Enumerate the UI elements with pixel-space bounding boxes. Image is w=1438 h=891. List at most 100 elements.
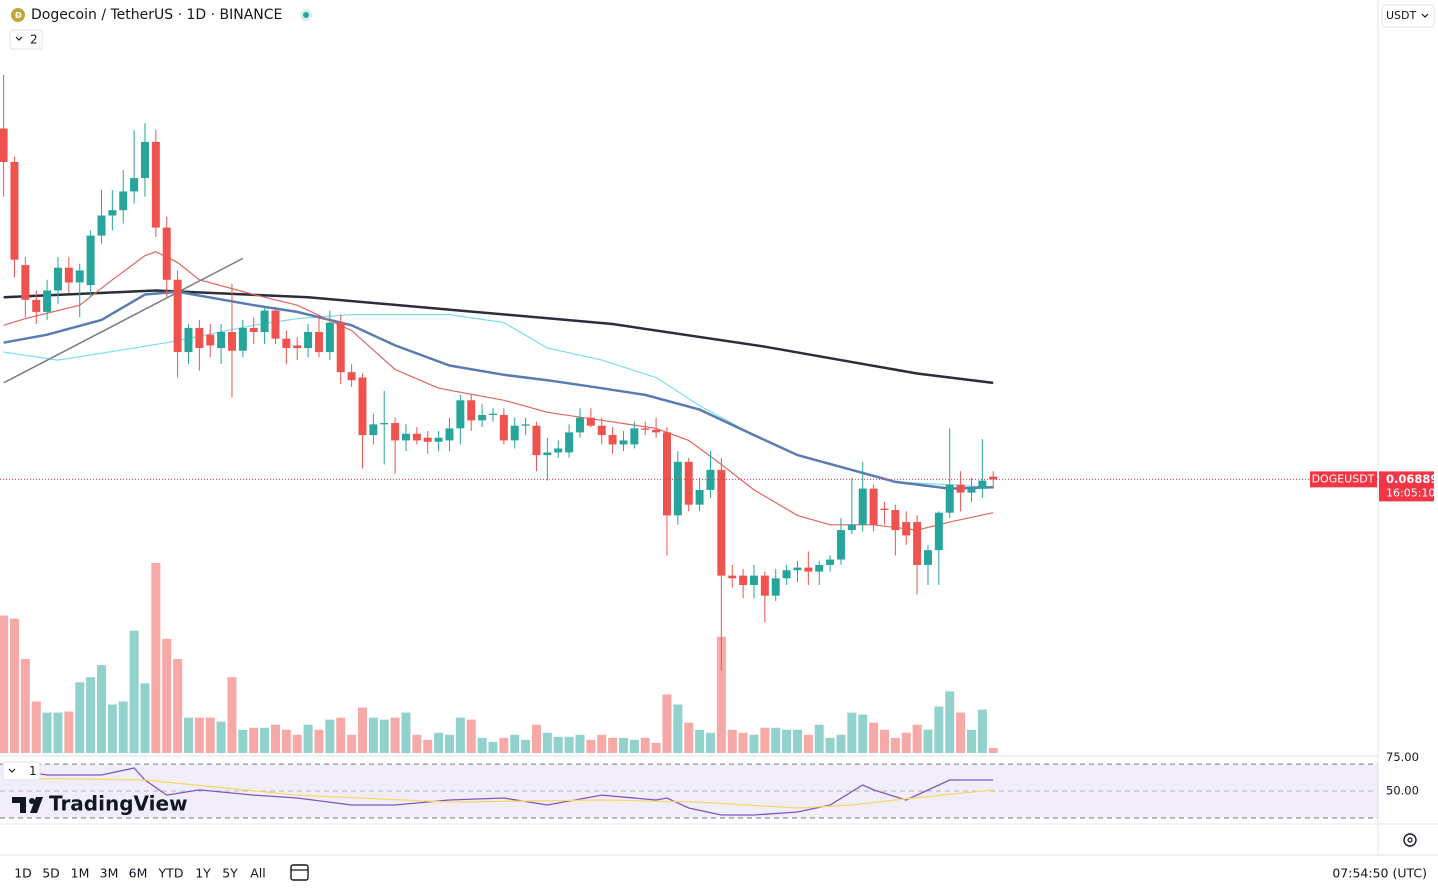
- volume-bar: [151, 563, 161, 753]
- volume-bar: [390, 717, 400, 753]
- volume-bar: [42, 712, 52, 753]
- candle-body: [173, 279, 182, 353]
- volume-bar: [531, 724, 541, 753]
- volume-bar: [760, 727, 770, 753]
- price-tag: [1379, 471, 1434, 502]
- volume-bar: [162, 638, 172, 753]
- volume-bar: [325, 719, 335, 753]
- candle-body: [32, 299, 41, 312]
- pane-toggle[interactable]: [2, 761, 41, 781]
- candle-body: [967, 488, 976, 493]
- candle-body: [858, 488, 867, 525]
- volume-bar: [423, 739, 433, 753]
- volume-bar: [260, 727, 270, 753]
- candle-body: [771, 578, 780, 596]
- indicator-toggle[interactable]: [9, 29, 43, 50]
- volume-bar: [814, 724, 824, 753]
- volume-bar: [281, 729, 291, 753]
- plot-layer: [0, 74, 1378, 816]
- candle-body: [162, 227, 171, 280]
- candle-body: [412, 433, 421, 441]
- candle-body: [989, 476, 998, 480]
- volume-bar: [129, 630, 139, 753]
- currency-button[interactable]: [1381, 4, 1435, 28]
- symbol-tag-text: DOGEUSDT: [1312, 472, 1375, 485]
- candle-body: [869, 488, 878, 525]
- candle-body: [53, 267, 62, 291]
- volume-bar: [96, 665, 106, 753]
- volume-bar: [107, 704, 117, 753]
- range-button[interactable]: 6M: [129, 866, 148, 881]
- candle-body: [282, 338, 291, 349]
- candle-body: [662, 432, 671, 516]
- candle-body: [304, 331, 313, 349]
- volume-bar: [771, 727, 781, 753]
- candle-body: [565, 432, 574, 453]
- candle-body: [608, 435, 617, 445]
- range-button[interactable]: 1Y: [195, 866, 211, 881]
- volume-bar: [9, 618, 19, 753]
- volume-bar: [651, 742, 661, 753]
- candle-body: [227, 331, 236, 351]
- candle-body: [956, 484, 965, 493]
- volume-bar: [934, 706, 944, 753]
- volume-bar: [716, 636, 726, 753]
- candle-body: [499, 414, 508, 441]
- candle-body: [891, 510, 900, 531]
- volume-bar: [945, 691, 955, 753]
- range-button[interactable]: All: [250, 866, 266, 881]
- volume-bar: [858, 714, 868, 753]
- volume-bar: [662, 694, 672, 753]
- candle-body: [945, 484, 954, 513]
- volume-bar: [368, 717, 378, 753]
- volume-bar: [75, 682, 85, 753]
- candle-body: [543, 452, 552, 456]
- volume-bar: [20, 659, 30, 753]
- range-button[interactable]: 1M: [71, 866, 90, 881]
- volume-bar: [173, 659, 183, 753]
- volume-bar: [270, 724, 280, 753]
- candle-body: [347, 372, 356, 381]
- volume-bar: [466, 719, 476, 753]
- calendar-icon[interactable]: [290, 864, 309, 881]
- volume-bar: [53, 712, 63, 753]
- settings-icon[interactable]: [1403, 833, 1417, 847]
- candle-body: [902, 522, 911, 536]
- volume-bar: [564, 736, 574, 753]
- indicator-count: 2: [30, 33, 38, 47]
- volume-bar: [336, 717, 346, 753]
- range-button[interactable]: 5Y: [222, 866, 238, 881]
- candle-body: [510, 425, 519, 441]
- volume-bar: [684, 722, 694, 753]
- candle-body: [586, 417, 595, 426]
- candle-body: [575, 417, 584, 433]
- candle-body: [271, 310, 280, 339]
- candle-body: [913, 522, 922, 565]
- volume-bar: [401, 712, 411, 753]
- range-button[interactable]: 5D: [42, 866, 60, 881]
- range-button[interactable]: 3M: [100, 866, 119, 881]
- volume-bar: [542, 732, 552, 753]
- range-button[interactable]: 1D: [14, 866, 32, 881]
- candle-body: [10, 161, 19, 260]
- volume-bar: [64, 711, 74, 753]
- volume-bar: [966, 729, 976, 753]
- range-button[interactable]: YTD: [158, 866, 184, 881]
- candle-body: [488, 413, 497, 415]
- candle-body: [706, 469, 715, 490]
- candle-body: [836, 530, 845, 560]
- volume-bar: [31, 701, 41, 753]
- candle-body: [456, 400, 465, 429]
- candle-body: [358, 377, 367, 436]
- candle-body: [684, 461, 693, 505]
- volume-bar: [216, 721, 226, 753]
- candle-body: [597, 425, 606, 436]
- candle-body: [978, 480, 987, 489]
- candle-body: [717, 469, 726, 576]
- volume-bar: [956, 712, 966, 753]
- candle-body: [532, 425, 541, 456]
- candle-body: [478, 414, 487, 421]
- volume-bar: [923, 729, 933, 753]
